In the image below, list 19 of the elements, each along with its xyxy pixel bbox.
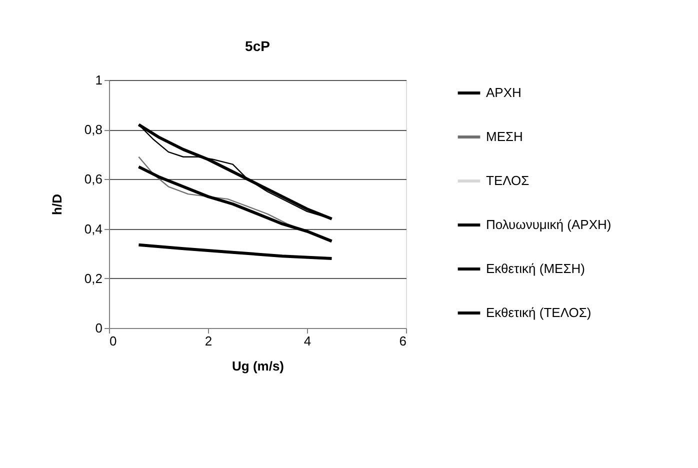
y-tick-label: 0 xyxy=(95,320,102,336)
y-tick-label: 1 xyxy=(95,72,102,88)
chart-title: 5cP xyxy=(245,38,270,54)
x-tick-label: 0 xyxy=(110,334,117,348)
x-axis-title: Ug (m/s) xyxy=(232,358,284,374)
legend-label: ΜΕΣΗ xyxy=(486,129,523,144)
y-axis-title: h/D xyxy=(49,194,64,215)
y-tick-label: 0,6 xyxy=(84,172,102,187)
legend-label: ΑΡΧΗ xyxy=(486,85,522,100)
legend-label: Εκθετική (ΤΕΛΟΣ) xyxy=(486,305,592,320)
y-tick-label: 0,4 xyxy=(84,221,102,236)
legend-label: ΤΕΛΟΣ xyxy=(486,173,530,188)
y-tick-label: 0,2 xyxy=(84,270,102,286)
x-tick-label: 2 xyxy=(204,334,212,348)
x-tick-label: 6 xyxy=(399,334,406,348)
y-tick-label: 0,8 xyxy=(84,122,102,138)
legend-label: Πολυωνυμική (ΑΡΧΗ) xyxy=(486,217,612,232)
x-tick-label: 4 xyxy=(304,334,312,348)
legend-label: Εκθετική (ΜΕΣΗ) xyxy=(486,261,585,276)
